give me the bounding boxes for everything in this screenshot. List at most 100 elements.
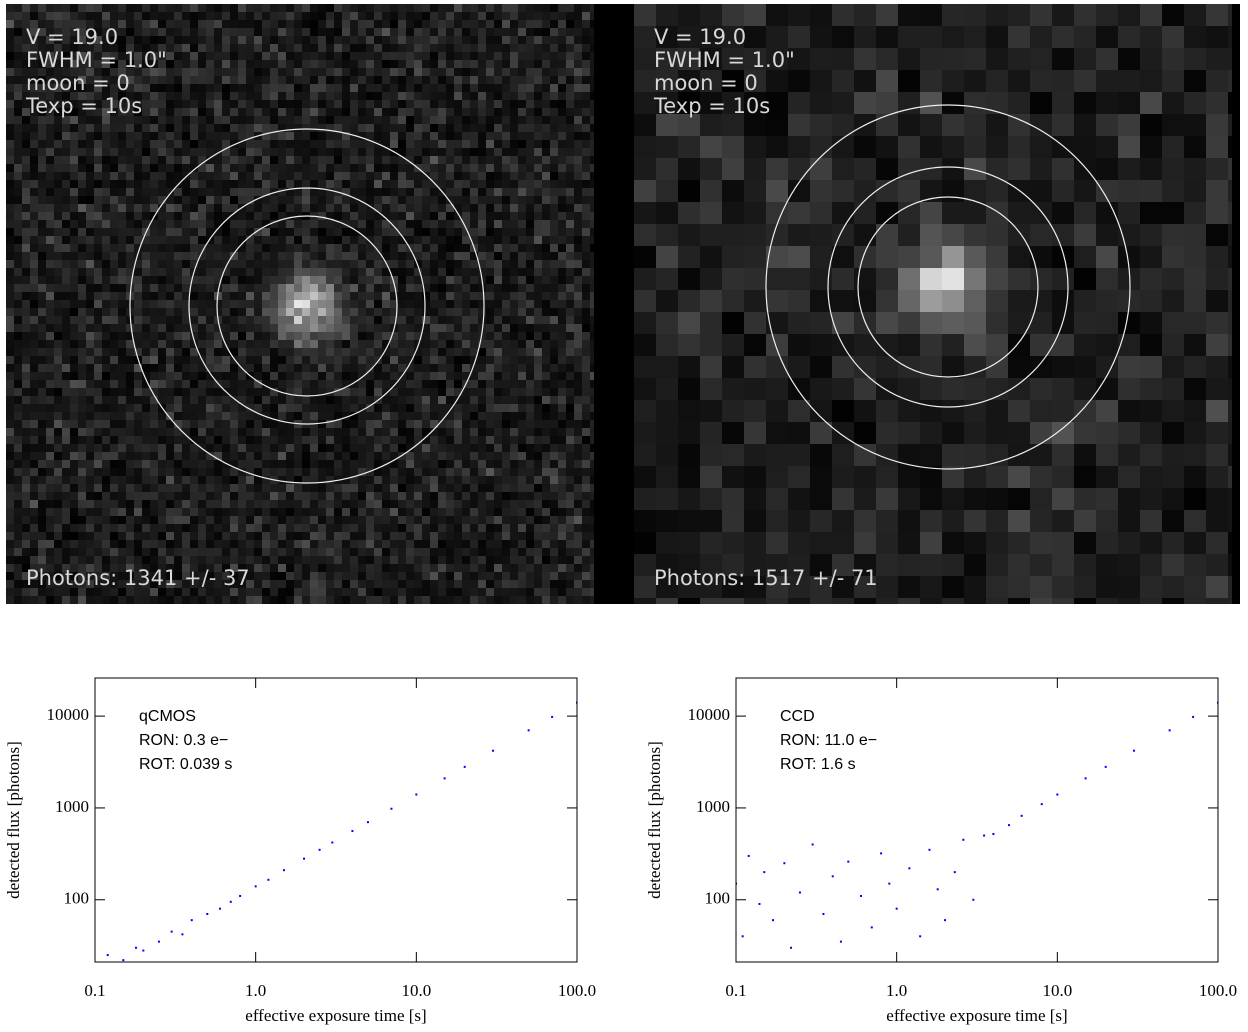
pixel xyxy=(494,20,502,28)
pixel xyxy=(38,508,46,516)
pixel xyxy=(222,404,230,412)
pixel xyxy=(558,276,566,284)
pixel xyxy=(542,252,550,260)
pixel xyxy=(222,484,230,492)
pixel xyxy=(198,332,206,340)
pixel xyxy=(470,340,478,348)
pixel xyxy=(118,68,126,76)
pixel xyxy=(566,268,574,276)
pixel xyxy=(406,52,414,60)
pixel xyxy=(374,92,382,100)
pixel xyxy=(518,252,526,260)
pixel xyxy=(558,132,566,140)
pixel xyxy=(486,316,494,324)
pixel xyxy=(142,164,150,172)
pixel xyxy=(558,468,566,476)
pixel xyxy=(566,172,574,180)
pixel xyxy=(390,84,398,92)
pixel xyxy=(22,100,30,108)
pixel xyxy=(582,460,590,468)
pixel xyxy=(526,228,534,236)
pixel xyxy=(230,324,238,332)
pixel xyxy=(6,428,14,436)
pixel xyxy=(38,492,46,500)
pixel xyxy=(62,316,70,324)
pixel xyxy=(518,276,526,284)
pixel xyxy=(558,228,566,236)
pixel xyxy=(518,188,526,196)
pixel xyxy=(310,492,318,500)
pixel xyxy=(198,468,206,476)
pixel xyxy=(398,196,406,204)
pixel xyxy=(222,420,230,428)
pixel xyxy=(54,252,62,260)
pixel xyxy=(70,484,78,492)
pixel xyxy=(78,268,86,276)
pixel xyxy=(406,516,414,524)
pixel xyxy=(470,396,478,404)
pixel xyxy=(46,316,54,324)
pixel xyxy=(302,140,310,148)
pixel xyxy=(174,308,182,316)
pixel xyxy=(494,436,502,444)
pixel xyxy=(310,140,318,148)
pixel xyxy=(462,460,470,468)
pixel xyxy=(38,308,46,316)
pixel xyxy=(214,500,222,508)
pixel xyxy=(510,196,518,204)
pixel xyxy=(150,68,158,76)
pixel xyxy=(30,148,38,156)
pixel xyxy=(406,428,414,436)
pixel xyxy=(398,516,406,524)
pixel xyxy=(326,436,334,444)
pixel xyxy=(558,76,566,84)
pixel xyxy=(118,12,126,20)
pixel xyxy=(318,44,326,52)
pixel xyxy=(38,372,46,380)
pixel xyxy=(558,492,566,500)
pixel xyxy=(462,148,470,156)
pixel xyxy=(278,196,286,204)
pixel xyxy=(534,212,542,220)
pixel xyxy=(590,244,594,252)
pixel xyxy=(78,188,86,196)
pixel xyxy=(414,116,422,124)
pixel xyxy=(30,420,38,428)
pixel xyxy=(86,380,94,388)
pixel xyxy=(478,76,486,84)
pixel xyxy=(438,268,446,276)
pixel xyxy=(566,508,574,516)
pixel xyxy=(38,100,46,108)
pixel xyxy=(558,140,566,148)
pixel xyxy=(430,36,438,44)
pixel xyxy=(246,180,254,188)
pixel xyxy=(62,60,70,68)
pixel xyxy=(278,332,286,340)
pixel xyxy=(166,348,174,356)
pixel xyxy=(534,508,542,516)
pixel xyxy=(214,124,222,132)
pixel xyxy=(214,156,222,164)
pixel xyxy=(214,532,222,540)
pixel xyxy=(334,28,342,36)
pixel xyxy=(318,356,326,364)
pixel xyxy=(166,36,174,44)
pixel xyxy=(478,436,486,444)
pixel xyxy=(510,348,518,356)
pixel xyxy=(142,508,150,516)
pixel xyxy=(270,148,278,156)
pixel xyxy=(46,68,54,76)
pixel xyxy=(526,12,534,20)
pixel xyxy=(526,364,534,372)
pixel xyxy=(510,396,518,404)
pixel xyxy=(206,460,214,468)
pixel xyxy=(486,500,494,508)
pixel xyxy=(486,364,494,372)
pixel xyxy=(558,124,566,132)
pixel xyxy=(566,532,574,540)
pixel xyxy=(262,12,270,20)
pixel xyxy=(342,108,350,116)
pixel xyxy=(406,44,414,52)
pixel xyxy=(238,444,246,452)
pixel xyxy=(374,100,382,108)
